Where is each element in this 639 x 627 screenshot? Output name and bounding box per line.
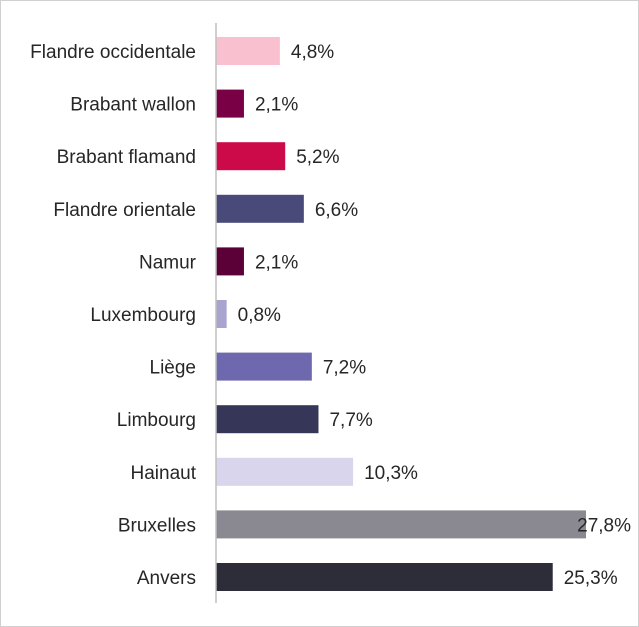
value-label: 4,8% <box>291 42 334 63</box>
category-label: Namur <box>139 252 197 273</box>
value-label: 7,2% <box>323 358 366 379</box>
bar-9 <box>216 510 586 539</box>
value-label: 27,8% <box>577 515 631 536</box>
category-label: Hainaut <box>131 463 197 484</box>
category-label: Liège <box>150 358 197 379</box>
value-labels: 4,8% 2,1% 5,2% 6,6% 2,1% 0,8% 7,2% 7,7% 10,3% 27,… <box>238 42 631 589</box>
bar-4 <box>216 247 244 276</box>
category-label: Flandre orientale <box>53 200 196 221</box>
category-label: Brabant flamand <box>57 147 196 168</box>
category-label: Luxembourg <box>90 305 196 326</box>
category-label: Bruxelles <box>118 515 196 536</box>
category-label: Flandre occidentale <box>30 42 196 63</box>
value-label: 2,1% <box>255 252 298 273</box>
category-label: Limbourg <box>117 410 196 431</box>
bar-0 <box>216 37 280 65</box>
value-label: 5,2% <box>296 147 339 168</box>
bar-5 <box>216 300 227 328</box>
value-label: 25,3% <box>564 568 618 589</box>
bar-3 <box>216 194 304 223</box>
value-label: 0,8% <box>238 305 281 326</box>
value-label: 7,7% <box>329 410 372 431</box>
bar-10 <box>216 563 553 591</box>
category-label: Brabant wallon <box>70 95 196 116</box>
category-label: Anvers <box>137 568 196 589</box>
bar-2 <box>216 142 286 171</box>
value-label: 10,3% <box>364 463 418 484</box>
bar-8 <box>216 457 354 486</box>
bar-6 <box>216 352 312 381</box>
bar-7 <box>216 405 319 434</box>
bar-group <box>216 37 586 591</box>
value-label: 2,1% <box>255 95 298 116</box>
value-label: 6,6% <box>315 200 358 221</box>
bar-1 <box>216 89 244 118</box>
category-labels: Flandre occidentale Brabant wallon Brabant… <box>30 42 197 589</box>
